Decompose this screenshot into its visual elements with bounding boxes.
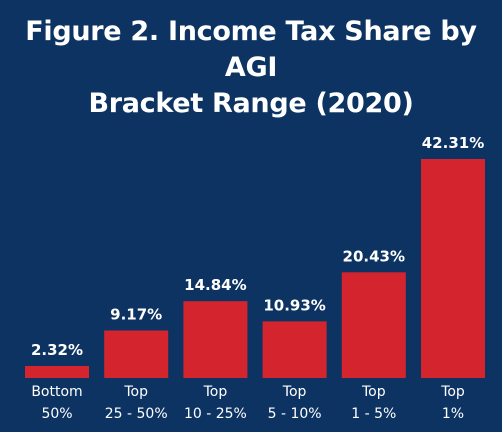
bar-value-label-4: 20.43% bbox=[343, 247, 405, 265]
bar-5 bbox=[421, 159, 485, 378]
bar-value-label-1: 9.17% bbox=[110, 306, 162, 324]
bar-1 bbox=[104, 330, 169, 378]
category-label-2-line-2: 10 - 25% bbox=[184, 406, 247, 422]
category-label-4-line-1: Top bbox=[361, 384, 386, 400]
chart-title-line-1: Figure 2. Income Tax Share by AGI bbox=[25, 16, 477, 83]
category-label-1-line-2: 25 - 50% bbox=[105, 406, 168, 422]
bar-value-label-3: 10.93% bbox=[263, 296, 325, 314]
bar-2 bbox=[183, 301, 248, 378]
chart-title: Figure 2. Income Tax Share by AGI Bracke… bbox=[20, 14, 482, 122]
bar-value-label-2: 14.84% bbox=[184, 276, 246, 294]
category-label-0-line-2: 50% bbox=[41, 406, 72, 422]
bar-3 bbox=[262, 321, 327, 378]
category-label-4-line-2: 1 - 5% bbox=[351, 406, 396, 422]
category-label-3-line-1: Top bbox=[282, 384, 307, 400]
bar-4 bbox=[341, 272, 406, 378]
bar-value-label-5: 42.31% bbox=[422, 134, 484, 152]
category-label-5-line-2: 1% bbox=[442, 406, 464, 422]
category-label-2-line-1: Top bbox=[203, 384, 228, 400]
bar-value-label-0: 2.32% bbox=[31, 341, 83, 359]
category-label-1-line-1: Top bbox=[123, 384, 148, 400]
category-label-3-line-2: 5 - 10% bbox=[268, 406, 322, 422]
category-label-0-line-1: Bottom bbox=[31, 384, 82, 400]
chart-title-line-2: Bracket Range (2020) bbox=[88, 88, 414, 119]
category-label-5-line-1: Top bbox=[440, 384, 465, 400]
bar-0 bbox=[25, 366, 89, 378]
